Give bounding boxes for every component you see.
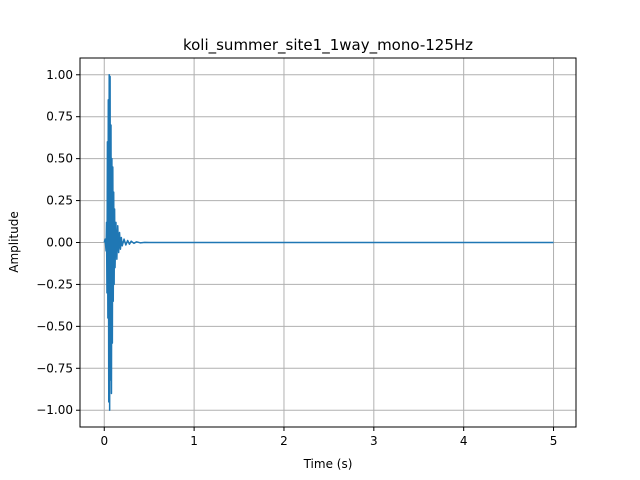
x-tick-label: 5 (550, 434, 558, 448)
x-tick-label: 4 (460, 434, 468, 448)
y-tick-label: −0.50 (36, 319, 73, 333)
y-tick-label: 0.00 (46, 236, 73, 250)
waveform-line (103, 74, 554, 411)
x-axis-label: Time (s) (303, 457, 353, 471)
y-axis-label: Amplitude (7, 211, 21, 273)
chart-title: koli_summer_site1_1way_mono-125Hz (183, 36, 473, 55)
y-tick-label: −0.75 (36, 361, 73, 375)
x-tick-label: 2 (280, 434, 288, 448)
x-tick-label: 0 (100, 434, 108, 448)
y-tick-label: 1.00 (46, 68, 73, 82)
ticks: 0 1 2 3 4 5 1.00 0.75 0.50 0.25 0.00 −0.25 −0.50 −0.7… (36, 68, 557, 448)
y-tick-label: 0.75 (46, 110, 73, 124)
plot-area (103, 74, 554, 411)
x-tick-label: 1 (190, 434, 198, 448)
y-tick-label: −1.00 (36, 403, 73, 417)
x-tick-label: 3 (370, 434, 378, 448)
y-tick-label: −0.25 (36, 277, 73, 291)
y-tick-label: 0.50 (46, 152, 73, 166)
y-tick-label: 0.25 (46, 194, 73, 208)
